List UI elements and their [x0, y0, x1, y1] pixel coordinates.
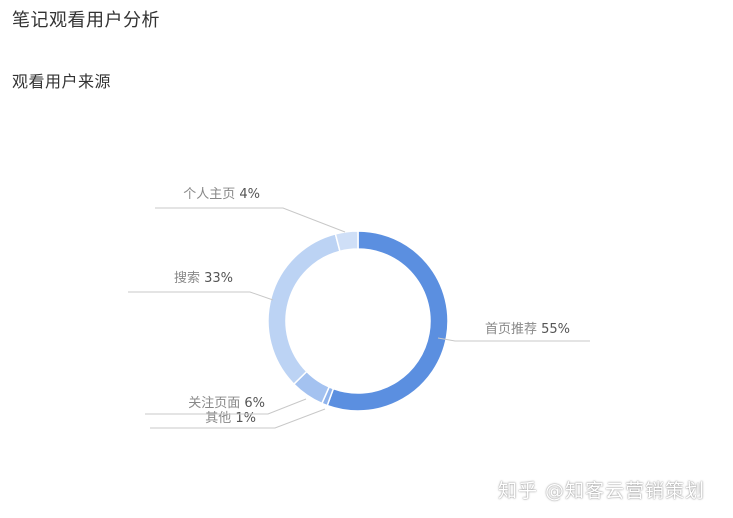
slice-percent: 33% [204, 271, 233, 286]
leader-line [150, 408, 326, 429]
leader-line [437, 337, 590, 342]
slice-percent: 4% [239, 187, 260, 202]
leader-line [155, 207, 346, 233]
slice-label: 首页推荐 55% [485, 322, 570, 337]
slice-name: 关注页面 [188, 396, 244, 411]
page-title: 笔记观看用户分析 [12, 10, 160, 31]
slice-name: 搜索 [174, 271, 204, 286]
section-title: 观看用户来源 [12, 72, 112, 91]
pie-slice [326, 230, 449, 412]
slice-label: 搜索 33% [174, 271, 233, 286]
pie-slice [334, 230, 359, 253]
slice-name: 其他 [205, 411, 235, 426]
pie-slice [267, 232, 341, 386]
watermark: 知乎 @知客云营销策划 [498, 480, 706, 502]
leader-line [128, 291, 274, 301]
slice-percent: 6% [244, 396, 265, 411]
slice-percent: 1% [235, 411, 256, 426]
slice-label: 关注页面 6% [188, 396, 265, 411]
slice-name: 首页推荐 [485, 322, 541, 337]
slice-percent: 55% [541, 322, 570, 337]
slice-label: 其他 1% [205, 411, 256, 426]
leader-line [145, 398, 307, 415]
slice-name: 个人主页 [183, 187, 239, 202]
slice-label: 个人主页 4% [183, 187, 260, 202]
